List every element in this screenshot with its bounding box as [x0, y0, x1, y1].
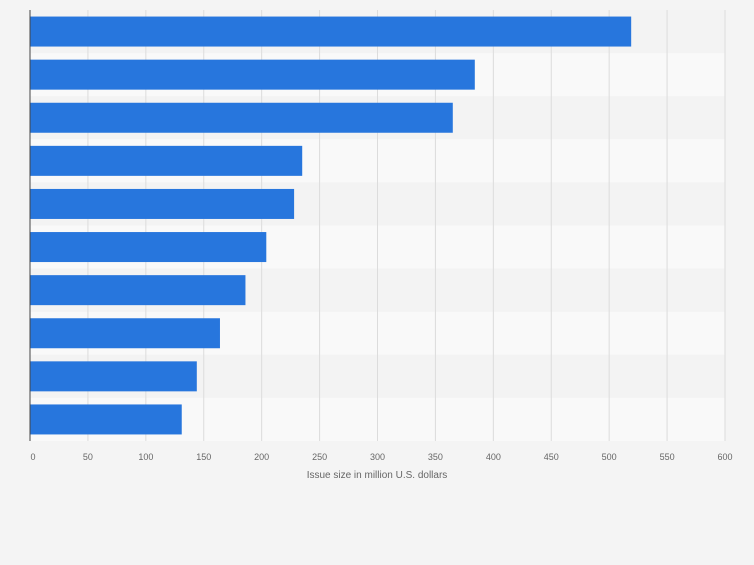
bar [30, 16, 632, 47]
bar [30, 232, 267, 263]
bars [30, 16, 632, 435]
x-tick-label: 350 [428, 452, 443, 462]
x-axis-label: Issue size in million U.S. dollars [307, 470, 448, 481]
x-tick-label: 150 [196, 452, 211, 462]
x-tick-label: 0 [30, 452, 35, 462]
bar [30, 145, 303, 176]
x-tick-label: 500 [602, 452, 617, 462]
x-tick-label: 400 [486, 452, 501, 462]
x-tick-label: 300 [370, 452, 385, 462]
x-tick-label: 50 [83, 452, 93, 462]
bar [30, 404, 182, 435]
x-tick-labels: 0 50 100 150 200 250 300 350 400 450 500 550 600 [30, 452, 732, 462]
x-tick-label: 450 [544, 452, 559, 462]
x-tick-label: 550 [660, 452, 675, 462]
x-tick-label: 250 [312, 452, 327, 462]
bar [30, 102, 453, 133]
bar [30, 275, 246, 306]
bar [30, 318, 220, 349]
bar [30, 188, 295, 219]
bar [30, 59, 475, 90]
bar [30, 361, 197, 392]
x-tick-label: 200 [254, 452, 269, 462]
x-tick-label: 600 [717, 452, 732, 462]
x-tick-label: 100 [138, 452, 153, 462]
